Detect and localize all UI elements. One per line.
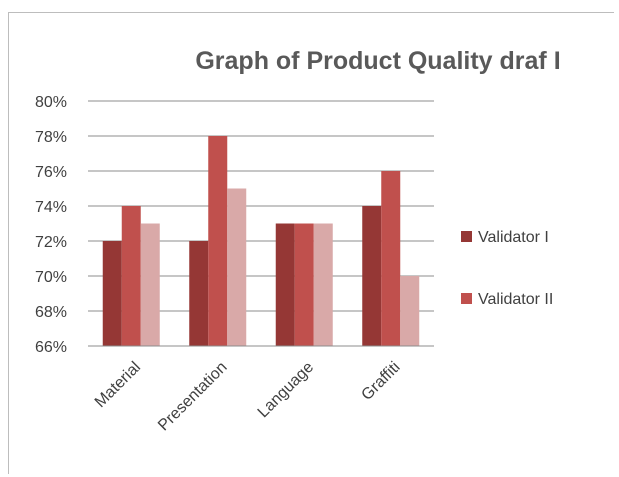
y-tick-label: 74%: [35, 199, 67, 216]
bar: [227, 188, 247, 346]
category-label: Language: [255, 359, 317, 421]
bar: [294, 223, 314, 346]
y-tick-label: 78%: [35, 129, 67, 146]
bars: [102, 136, 420, 346]
y-tick-label: 72%: [35, 234, 67, 251]
bar: [140, 223, 160, 346]
legend-swatch: [461, 293, 472, 304]
y-tick-label: 80%: [35, 94, 67, 111]
bar: [102, 241, 122, 346]
bar: [313, 223, 333, 346]
bar: [121, 206, 141, 346]
bar: [189, 241, 209, 346]
chart-frame: [8, 12, 614, 474]
y-axis-ticks: 66% 68% 70% 72% 74% 76% 78% 80%: [35, 94, 67, 356]
legend: Validator I Validator II: [461, 229, 553, 308]
chart-title: Graph of Product Quality draf I: [195, 47, 560, 75]
y-tick-label: 76%: [35, 164, 67, 181]
y-tick-label: 70%: [35, 269, 67, 286]
y-tick-label: 68%: [35, 304, 67, 321]
category-label: Graffiti: [358, 359, 403, 404]
bar: [362, 206, 382, 346]
category-label: Material: [92, 359, 144, 411]
legend-label: Validator I: [478, 229, 549, 246]
bar: [400, 276, 420, 346]
legend-label: Validator II: [478, 291, 553, 308]
bar: [208, 136, 228, 346]
category-labels: Material Presentation Language Graffiti: [92, 359, 404, 435]
legend-swatch: [461, 231, 472, 242]
bar: [275, 223, 295, 346]
y-tick-label: 66%: [35, 339, 67, 356]
bar: [381, 171, 401, 346]
category-label: Presentation: [155, 359, 231, 435]
